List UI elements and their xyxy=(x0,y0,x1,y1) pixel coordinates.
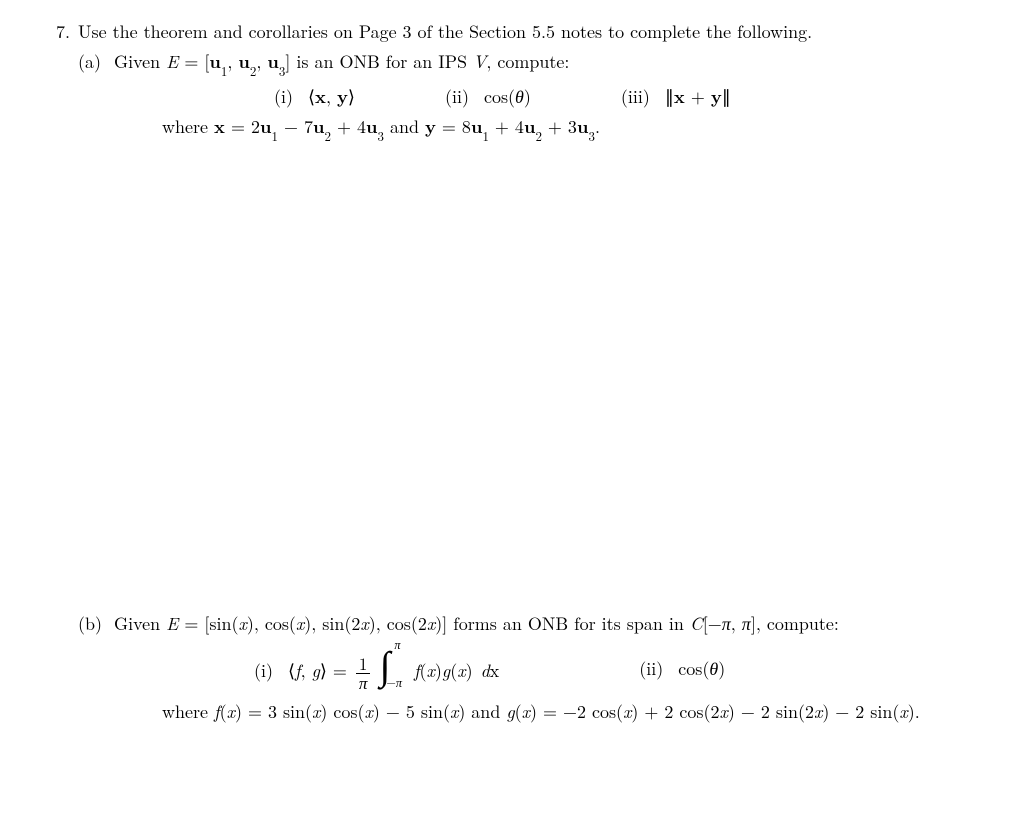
integral-upper: π xyxy=(394,638,410,650)
problem-intro: Use the theorem and corollaries on Page … xyxy=(78,20,988,44)
part-b-items: (i) f, g = 1 π ∫ π −π f(x)g(x) xyxy=(254,646,976,692)
part-a-label: (a) xyxy=(78,50,106,139)
part-a-item-ii: (ii) cos(θ) xyxy=(445,85,531,109)
page: 7. Use the theorem and corollaries on Pa… xyxy=(0,0,1024,814)
part-a-where: where x = 2u1 − 7u2 + 4u3 and y = 8u1 + … xyxy=(162,115,988,139)
part-b-item-i: (i) f, g = 1 π ∫ π −π f(x)g(x) xyxy=(254,646,499,692)
problem-body: Use the theorem and corollaries on Page … xyxy=(78,20,988,139)
part-b-item-i-pre: (i) f, g = xyxy=(254,658,353,683)
integral-lower: −π xyxy=(386,676,402,688)
part-b: (b) Given E = [sin(x), cos(x), sin(2x), … xyxy=(78,600,976,724)
fraction-one-over-pi: 1 π xyxy=(356,655,371,692)
fraction-den: π xyxy=(356,674,371,692)
problem-row: 7. Use the theorem and corollaries on Pa… xyxy=(48,20,988,139)
problem-number: 7. xyxy=(48,20,70,139)
part-b-row: (b) Given E = [sin(x), cos(x), sin(2x), … xyxy=(78,612,976,724)
part-a-body: Given E = [u1, u2, u3] is an ONB for an … xyxy=(114,50,988,139)
part-b-item-ii: (ii) cos(θ) xyxy=(639,657,725,681)
part-b-given: Given E = [sin(x), cos(x), sin(2x), cos(… xyxy=(114,612,976,636)
part-a-items: (i) x, y (ii) cos(θ) (iii) x + y xyxy=(274,85,988,109)
part-a-given: Given E = [u1, u2, u3] is an ONB for an … xyxy=(114,50,988,74)
integrand: f(x)g(x) xyxy=(414,658,473,683)
part-b-body: Given E = [sin(x), cos(x), sin(2x), cos(… xyxy=(114,612,976,724)
dx: dx xyxy=(481,658,500,683)
integral: ∫ π −π xyxy=(379,646,408,678)
part-a-item-i: (i) x, y xyxy=(274,85,355,109)
part-a: (a) Given E = [u1, u2, u3] is an ONB for… xyxy=(78,50,988,139)
part-b-label: (b) xyxy=(78,612,106,724)
integral-limits: π −π xyxy=(388,650,404,674)
part-b-where: where f(x) = 3 sin(x) cos(x) − 5 sin(x) … xyxy=(162,700,976,724)
part-a-item-iii: (iii) x + y xyxy=(621,85,731,109)
